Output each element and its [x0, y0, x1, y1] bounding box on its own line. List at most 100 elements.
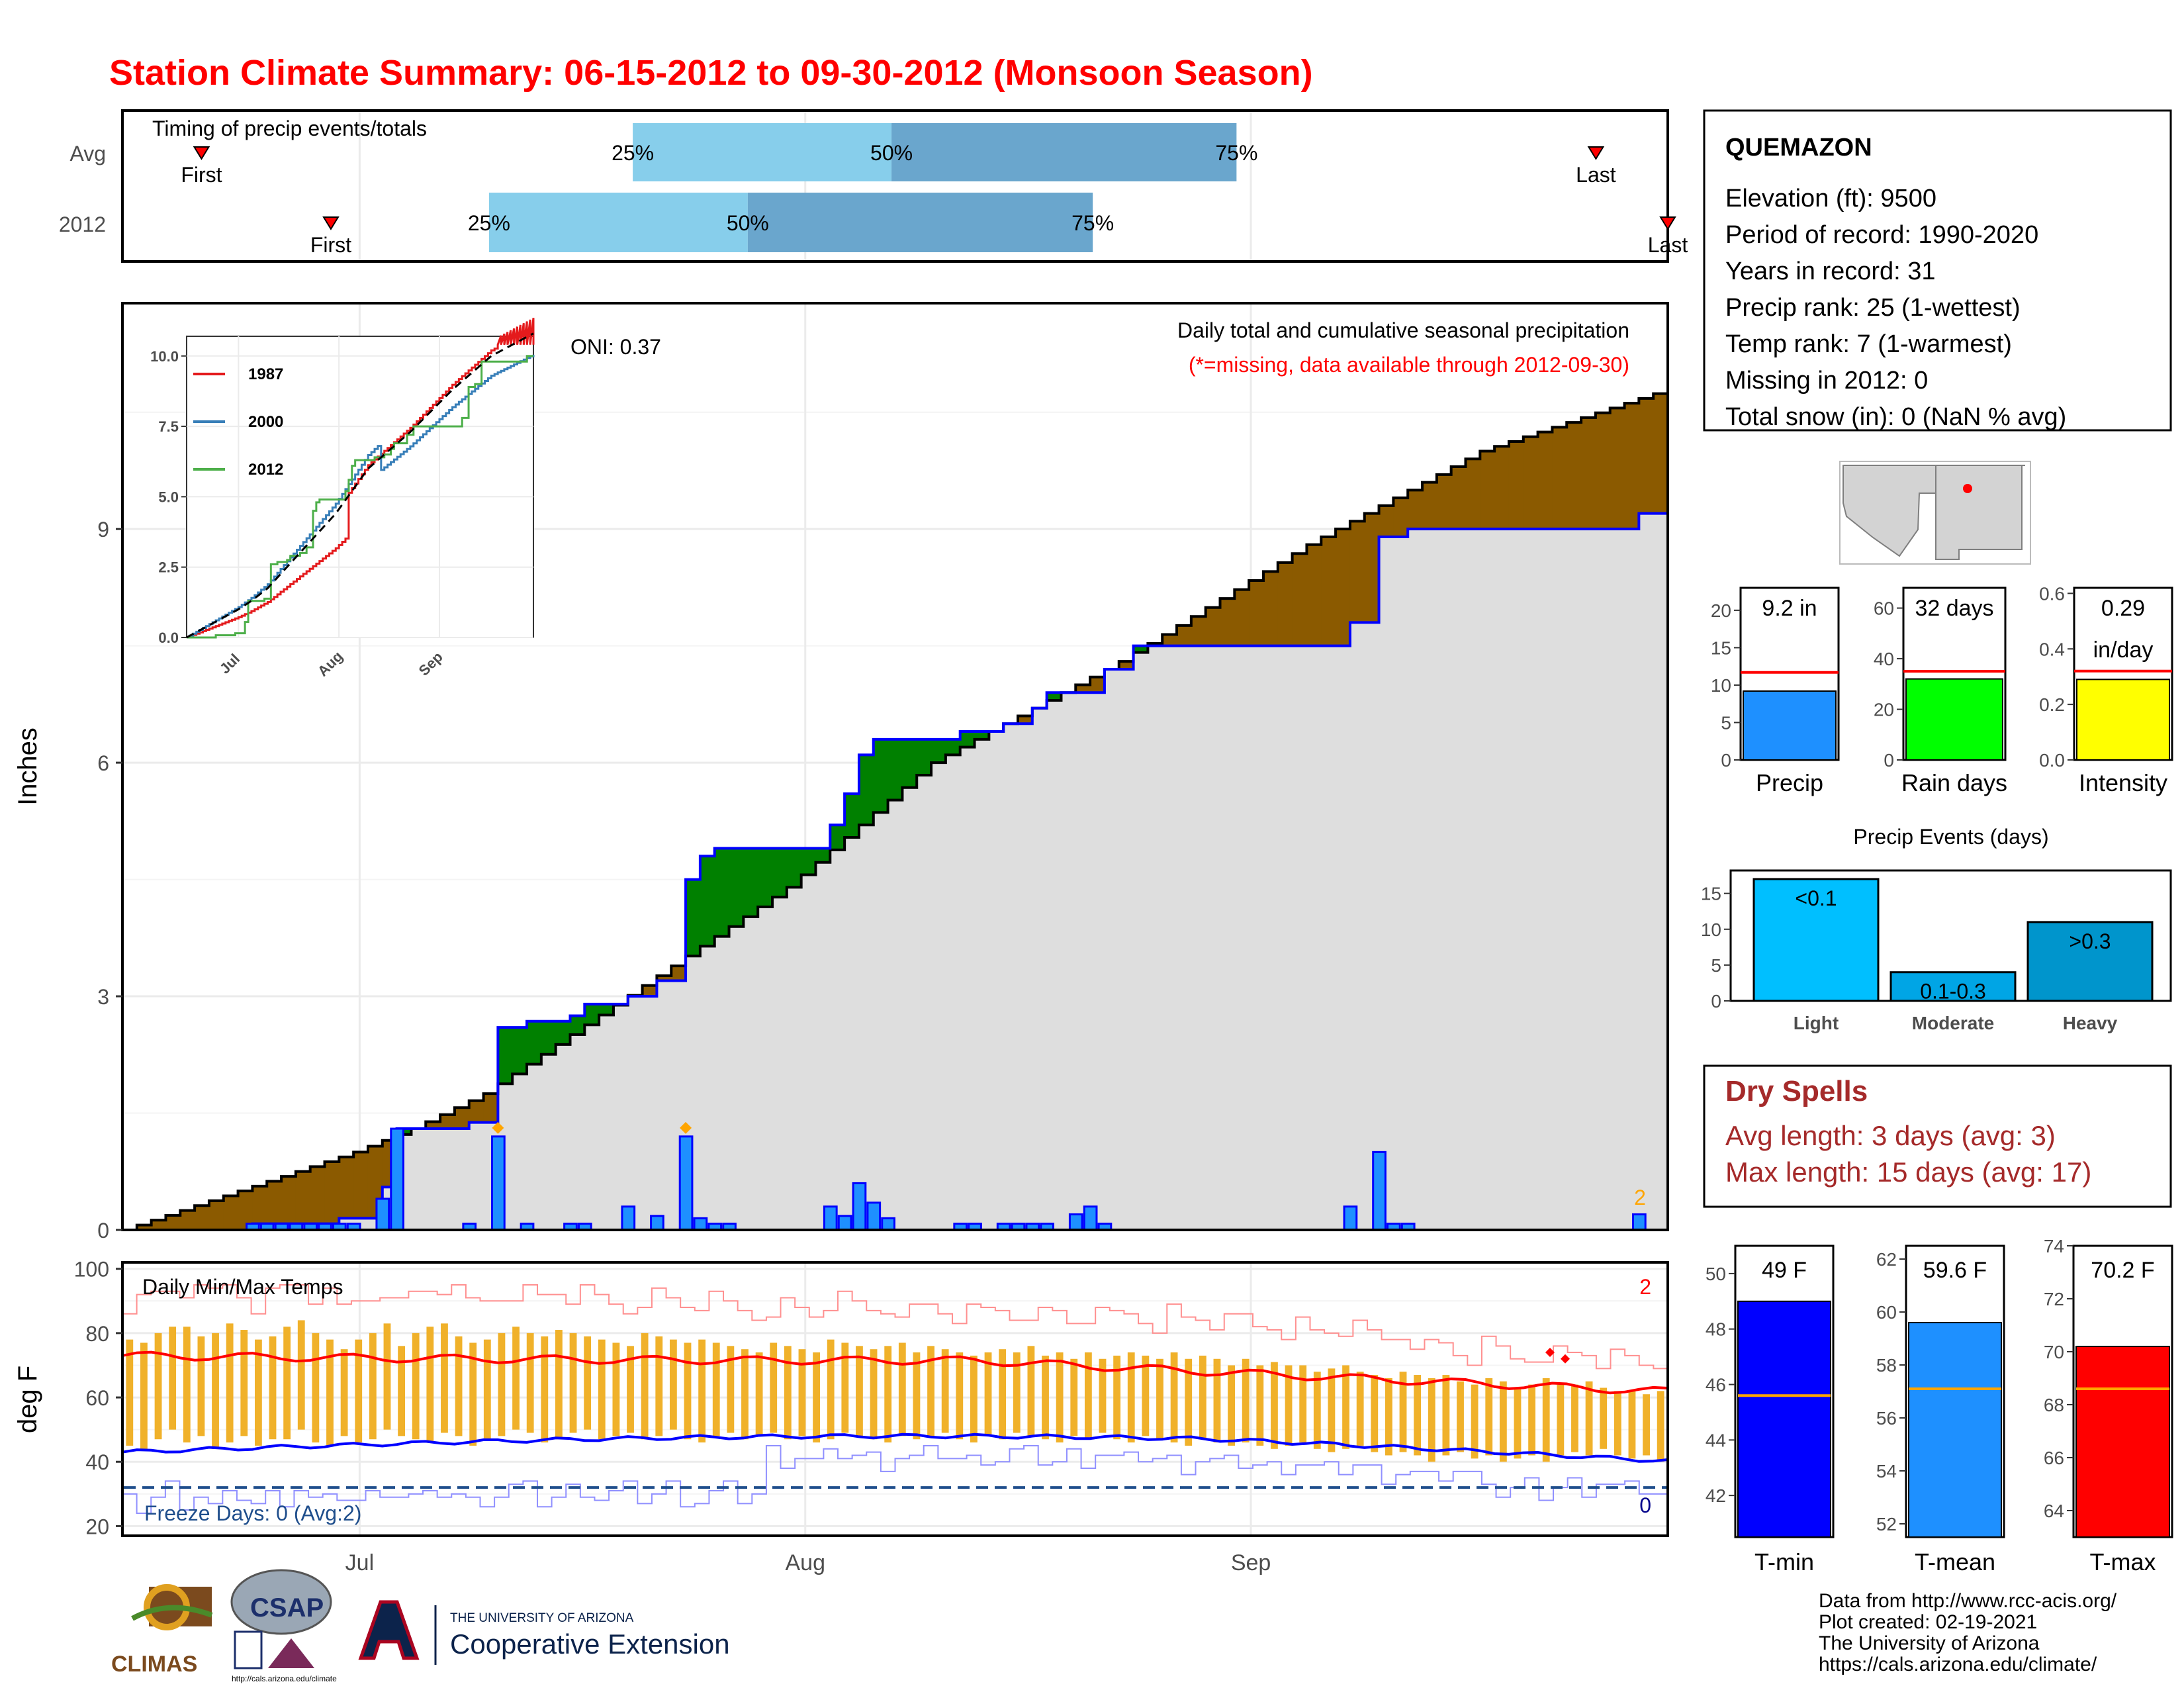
daily-temp-bar [999, 1349, 1007, 1440]
timing-pct-label: 25% [612, 141, 654, 165]
footer-line: The University of Arizona [1819, 1632, 2040, 1654]
timing-pct-label: 25% [468, 211, 510, 235]
daily-temp-bar [441, 1323, 448, 1433]
dry-spells-title: Dry Spells [1725, 1075, 1868, 1107]
record-low-line [122, 1444, 1668, 1514]
daily-temp-bar [727, 1346, 735, 1433]
mini-bar-tick-label: 20 [1874, 700, 1894, 720]
timing-bar-q2 [633, 123, 892, 181]
daily-temp-bar [856, 1346, 863, 1436]
daily-temp-bar [941, 1349, 949, 1433]
logos: CLIMAS CSAP http://cals.arizona.edu/clim… [111, 1569, 730, 1683]
daily-temp-bar [798, 1349, 806, 1436]
daily-temp-bar [1285, 1365, 1293, 1446]
x-tick-label: Aug [785, 1550, 825, 1575]
daily-temp-bar [1557, 1384, 1565, 1456]
daily-temp-bar [755, 1352, 763, 1436]
surplus-area [686, 879, 701, 957]
deficit-area [1075, 684, 1091, 693]
page-title: Station Climate Summary: 06-15-2012 to 0… [109, 53, 1313, 93]
deficit-area [151, 1220, 167, 1230]
daily-temp-bar [1228, 1365, 1235, 1446]
freeze-days-text: Freeze Days: 0 (Avg:2) [144, 1501, 361, 1525]
deficit-area [1162, 634, 1177, 646]
temp-bar-tick-label: 66 [2044, 1448, 2064, 1468]
daily-temp-bar [240, 1330, 248, 1436]
precip-y-tick-label: 6 [97, 751, 109, 775]
surplus-area [772, 848, 788, 898]
surplus-area [844, 794, 860, 838]
deficit-area [1422, 482, 1437, 530]
precip-marker [680, 1121, 692, 1134]
station-info-frame [1703, 109, 2172, 432]
surplus-area [858, 755, 874, 825]
daily-precip-bar [852, 1182, 867, 1231]
cumulative-base-area [122, 513, 1668, 1231]
timing-last-marker [1587, 146, 1605, 160]
deficit-area [1379, 505, 1394, 537]
events-bar-label: Moderate [1912, 1013, 1994, 1033]
daily-temp-bar [126, 1339, 134, 1446]
timing-last-label: Last [1576, 163, 1616, 187]
oni-label: ONI: 0.37 [570, 335, 661, 359]
mini-bar-tick-label: 0.4 [2039, 639, 2065, 659]
mini-bar-tick-label: 0.6 [2039, 583, 2065, 604]
csap-cloud [230, 1569, 332, 1635]
daily-temp-bar [1328, 1368, 1336, 1452]
csap-url: http://cals.arizona.edu/climate [232, 1674, 337, 1683]
precip-events-panel: Precip Events (days) 0 5 10 15 <0.1 Light 0.1-0… [1701, 825, 2172, 1033]
surplus-area [917, 739, 932, 775]
daily-temp-bar [483, 1339, 491, 1440]
timing-row-2012-label: 2012 [59, 212, 106, 236]
daily-temp-bar [1271, 1362, 1278, 1449]
deficit-area [1494, 446, 1510, 530]
record-marker [1545, 1348, 1555, 1358]
daily-temp-bar [641, 1333, 649, 1440]
deficit-area [657, 975, 672, 981]
daily-temp-bar [1428, 1378, 1435, 1462]
ua-small-text: THE UNIVERSITY OF ARIZONA [450, 1611, 634, 1625]
daily-temp-bar [1170, 1352, 1178, 1443]
temp-y-tick-label: 60 [85, 1386, 109, 1410]
temp-ylabel: deg F [13, 1366, 42, 1433]
dry-spells-box: Dry Spells Avg length: 3 days (avg: 3) M… [1703, 1064, 2172, 1208]
daily-temp-bar [712, 1342, 720, 1436]
deficit-area [1234, 589, 1250, 646]
deficit-area [1465, 459, 1480, 530]
daily-precip-bar [837, 1215, 852, 1231]
csap-mountain [268, 1638, 314, 1668]
footer-line: Data from http://www.rcc-acis.org/ [1819, 1590, 2117, 1612]
inset-y-tick-label: 5.0 [158, 489, 179, 505]
surplus-area [584, 1004, 600, 1025]
deficit-area [353, 1152, 369, 1219]
daily-temp-bar [612, 1342, 620, 1436]
daily-temp-bar [1485, 1378, 1493, 1456]
daily-temp-bar [1313, 1372, 1321, 1449]
daily-temp-bar [827, 1339, 835, 1440]
deficit-area [1393, 498, 1408, 537]
daily-temp-bar [254, 1339, 262, 1446]
timing-last-label: Last [1648, 233, 1688, 257]
daily-precip-bar [650, 1215, 664, 1231]
precip-corner-count: 2 [1634, 1186, 1646, 1209]
surplus-area [758, 848, 773, 908]
mini-bar-tick-label: 40 [1874, 649, 1894, 669]
inset-y-tick-label: 2.5 [158, 559, 179, 576]
footer-credits: Data from http://www.rcc-acis.org/Plot c… [1819, 1590, 2117, 1675]
daily-temp-bar [140, 1342, 148, 1449]
timing-first-marker [322, 216, 340, 230]
inset-legend-label: 1987 [248, 365, 283, 383]
daily-temp-bar [1514, 1387, 1522, 1459]
daily-temp-bar [169, 1327, 177, 1430]
daily-temp-bar [154, 1333, 162, 1440]
daily-temp-bar [326, 1339, 334, 1446]
climas-logo: CLIMAS [111, 1584, 213, 1677]
daily-temp-bar [1643, 1394, 1650, 1456]
deficit-area [454, 1107, 470, 1129]
footer-line: Plot created: 02-19-2021 [1819, 1611, 2037, 1633]
daily-temp-bar [1571, 1384, 1578, 1452]
daily-temp-bar [870, 1349, 878, 1440]
daily-temp-bar [1600, 1387, 1608, 1449]
daily-temp-bar [183, 1327, 191, 1443]
